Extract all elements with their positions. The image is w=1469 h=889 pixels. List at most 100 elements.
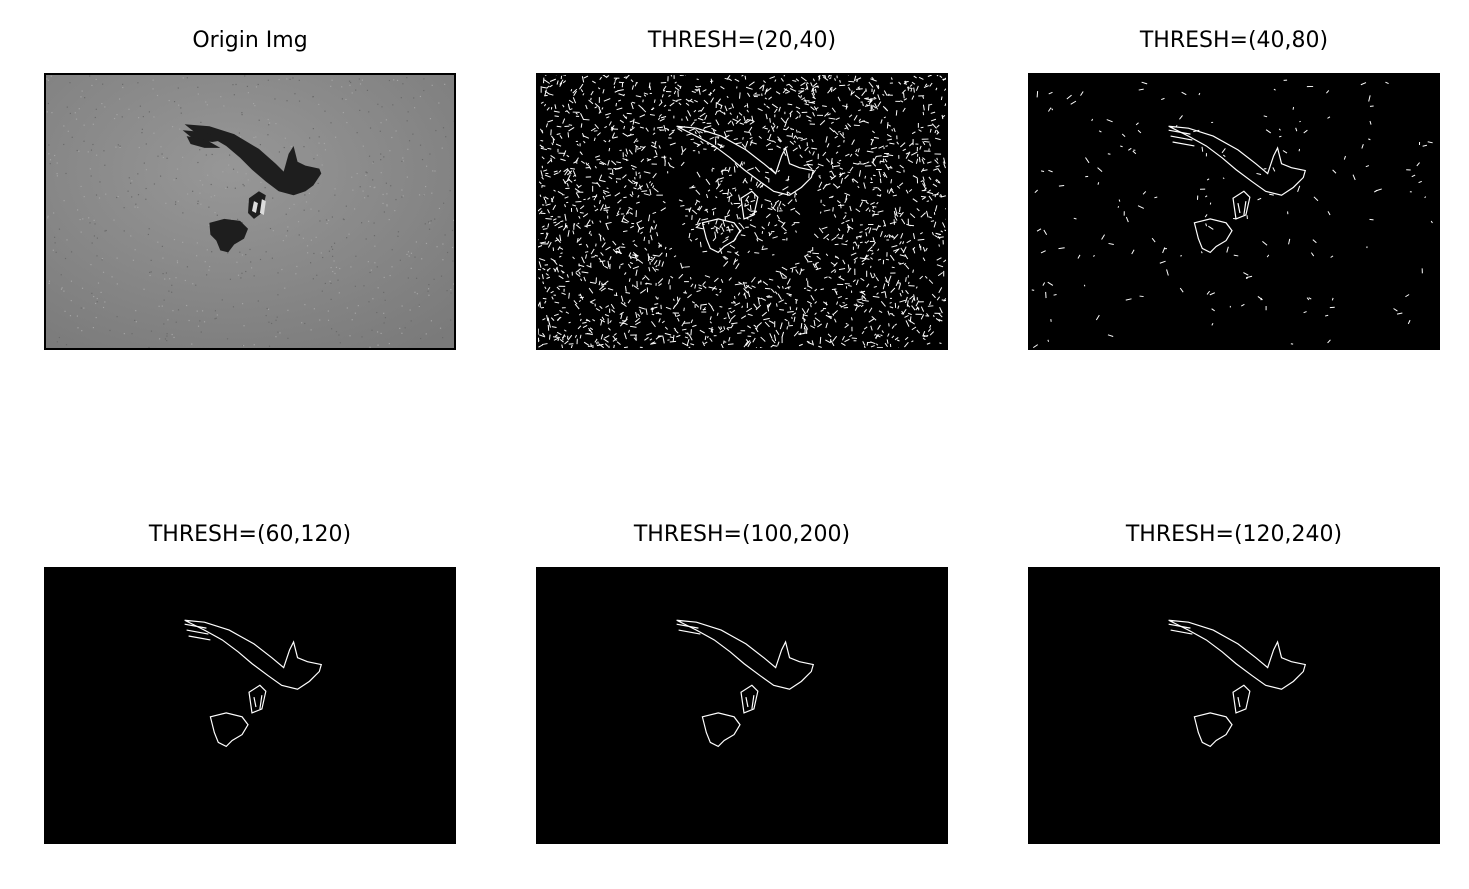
noise-edge: [634, 82, 637, 87]
grain-dot: [444, 83, 446, 85]
noise-edge: [764, 89, 768, 95]
noise-edge: [767, 129, 770, 133]
noise-edge: [817, 323, 823, 328]
grain-dot: [249, 248, 251, 251]
noise-edge: [886, 154, 894, 157]
noise-edge: [923, 187, 927, 192]
grain-dot: [157, 155, 159, 157]
noise-edge: [930, 118, 937, 122]
noise-edge: [538, 301, 541, 308]
noise-edge: [556, 331, 562, 336]
noise-edge: [631, 101, 636, 104]
noise-edge: [834, 78, 836, 81]
noise-edge: [622, 158, 629, 161]
noise-edge: [740, 234, 746, 237]
noise-edge: [682, 222, 686, 226]
noise-edge: [629, 120, 635, 123]
noise-edge: [848, 86, 851, 91]
grain-dot: [415, 277, 418, 279]
noise-edge: [572, 88, 578, 94]
noise-edge: [733, 138, 738, 141]
noise-edge: [745, 195, 750, 201]
noise-edge: [924, 140, 930, 143]
noise-edge: [720, 343, 724, 348]
noise-edge: [829, 86, 833, 89]
noise-edge: [893, 211, 896, 217]
noise-edge: [650, 182, 653, 187]
grain-dot: [161, 245, 163, 247]
noise-edge: [539, 128, 544, 134]
noise-edge: [614, 78, 618, 81]
grain-dot: [365, 174, 367, 177]
noise-edge: [899, 182, 904, 187]
noise-edge: [575, 161, 578, 164]
noise-edge: [757, 108, 763, 112]
noise-edge: [777, 138, 782, 143]
noise-edge: [634, 253, 639, 257]
noise-speckle: [1058, 184, 1065, 187]
noise-edge: [871, 252, 874, 255]
grain-dot: [131, 196, 133, 198]
noise-edge: [702, 307, 706, 311]
grain-dot: [359, 186, 361, 188]
grain-dot: [78, 108, 80, 110]
noise-speckle: [1279, 135, 1282, 138]
grain-dot: [102, 83, 104, 85]
noise-edge: [830, 340, 835, 347]
grain-dot: [93, 219, 95, 221]
noise-edge: [621, 215, 625, 222]
noise-edge: [722, 169, 725, 172]
grain-dot: [153, 116, 155, 118]
noise-edge: [635, 269, 638, 276]
grain-dot: [240, 277, 242, 279]
grain-dot: [442, 337, 444, 339]
grain-dot: [267, 308, 270, 310]
noise-edge: [589, 281, 597, 284]
noise-edge: [633, 138, 638, 144]
noise-speckle: [1206, 290, 1211, 295]
noise-edge: [935, 232, 941, 236]
noise-edge: [931, 293, 936, 299]
grain-dot: [365, 171, 367, 173]
noise-edge: [643, 236, 646, 242]
noise-edge: [864, 175, 867, 179]
grain-dot: [70, 300, 72, 302]
grain-dot: [369, 127, 372, 129]
noise-edge: [837, 295, 842, 299]
noise-edge: [646, 183, 649, 189]
noise-edge: [944, 103, 946, 107]
grain-dot: [333, 260, 335, 262]
noise-edge: [872, 205, 877, 208]
noise-edge: [749, 120, 755, 125]
noise-edge: [844, 192, 851, 196]
noise-edge: [734, 78, 740, 82]
noise-edge: [701, 218, 709, 221]
noise-edge: [834, 310, 838, 314]
noise-edge: [541, 274, 544, 280]
noise-edge: [574, 303, 580, 310]
grain-dot: [357, 305, 359, 307]
noise-edge: [716, 102, 723, 107]
grain-dot: [427, 290, 429, 292]
grain-dot: [389, 274, 391, 277]
noise-edge: [906, 239, 912, 244]
noise-edge: [877, 210, 884, 213]
grain-dot: [216, 214, 218, 216]
noise-edge: [864, 227, 870, 231]
noise-edge: [856, 298, 864, 301]
noise-edge: [568, 99, 574, 104]
noise-edge: [766, 138, 774, 142]
noise-edge: [628, 149, 633, 155]
noise-edge: [570, 89, 573, 92]
noise-edge: [765, 113, 768, 120]
noise-speckle: [1360, 82, 1367, 86]
noise-edge: [829, 77, 832, 80]
noise-edge: [903, 92, 905, 99]
canny-edges-20-40: [536, 73, 948, 350]
grain-dot: [338, 292, 340, 294]
noise-edge: [641, 145, 646, 152]
sparse-noise-edges: [1031, 79, 1433, 348]
noise-edge: [768, 232, 773, 237]
noise-edge: [900, 100, 904, 103]
noise-edge: [938, 244, 940, 247]
